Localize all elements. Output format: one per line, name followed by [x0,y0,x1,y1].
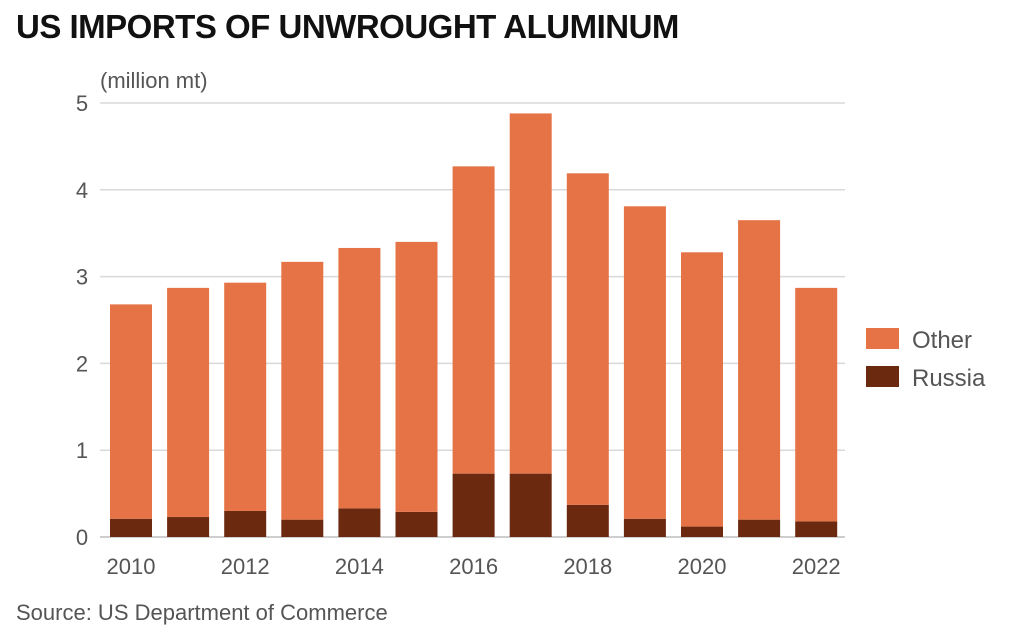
chart-title: US IMPORTS OF UNWROUGHT ALUMINUM [16,8,679,45]
bar-russia-2013 [281,519,324,537]
bar-russia-2017 [509,473,552,537]
bar-russia-2012 [224,510,267,537]
bar-other-2022 [795,287,838,522]
y-tick-label: 1 [76,438,88,463]
bar-other-2012 [224,282,267,511]
bar-russia-2010 [110,518,152,537]
y-tick-labels: 0 1 2 3 4 5 [76,91,88,550]
legend: Other Russia [866,327,986,392]
bar-other-2020 [681,252,723,527]
bar-other-2018 [566,173,609,505]
bar-other-2017 [509,113,552,474]
bar-russia-2015 [395,511,438,537]
legend-label-russia: Russia [912,365,986,392]
x-tick-label: 2016 [449,554,498,579]
x-tick-label: 2022 [792,554,841,579]
bar-other-2021 [738,220,781,520]
x-tick-labels: 2010 2012 2014 2016 2018 2020 2022 [107,554,841,579]
x-tick-label: 2010 [107,554,156,579]
bar-russia-2018 [566,504,609,537]
y-axis-unit-label: (million mt) [100,68,208,93]
x-tick-label: 2012 [221,554,270,579]
bar-russia-2022 [795,521,838,537]
x-tick-label: 2018 [563,554,612,579]
legend-label-other: Other [912,327,972,354]
bar-other-2011 [167,287,210,518]
bar-russia-2014 [338,508,381,537]
bar-other-2016 [452,166,495,474]
y-tick-label: 4 [76,178,88,203]
legend-swatch-russia [866,366,899,387]
bar-other-2013 [281,261,324,520]
bars [110,113,838,537]
bar-russia-2011 [167,517,210,537]
bar-other-2019 [623,206,666,519]
bar-other-2014 [338,247,381,509]
x-tick-label: 2020 [678,554,727,579]
bar-other-2010 [110,304,152,519]
y-tick-label: 3 [76,265,88,290]
legend-swatch-other [866,328,899,349]
source-note: Source: US Department of Commerce [16,600,388,625]
y-tick-label: 2 [76,351,88,376]
x-tick-label: 2014 [335,554,384,579]
bar-other-2015 [395,241,438,512]
bar-russia-2021 [738,519,781,537]
bar-russia-2016 [452,473,495,537]
y-tick-label: 5 [76,91,88,116]
y-tick-label: 0 [76,525,88,550]
bar-russia-2019 [623,518,666,537]
bar-russia-2020 [681,526,723,537]
